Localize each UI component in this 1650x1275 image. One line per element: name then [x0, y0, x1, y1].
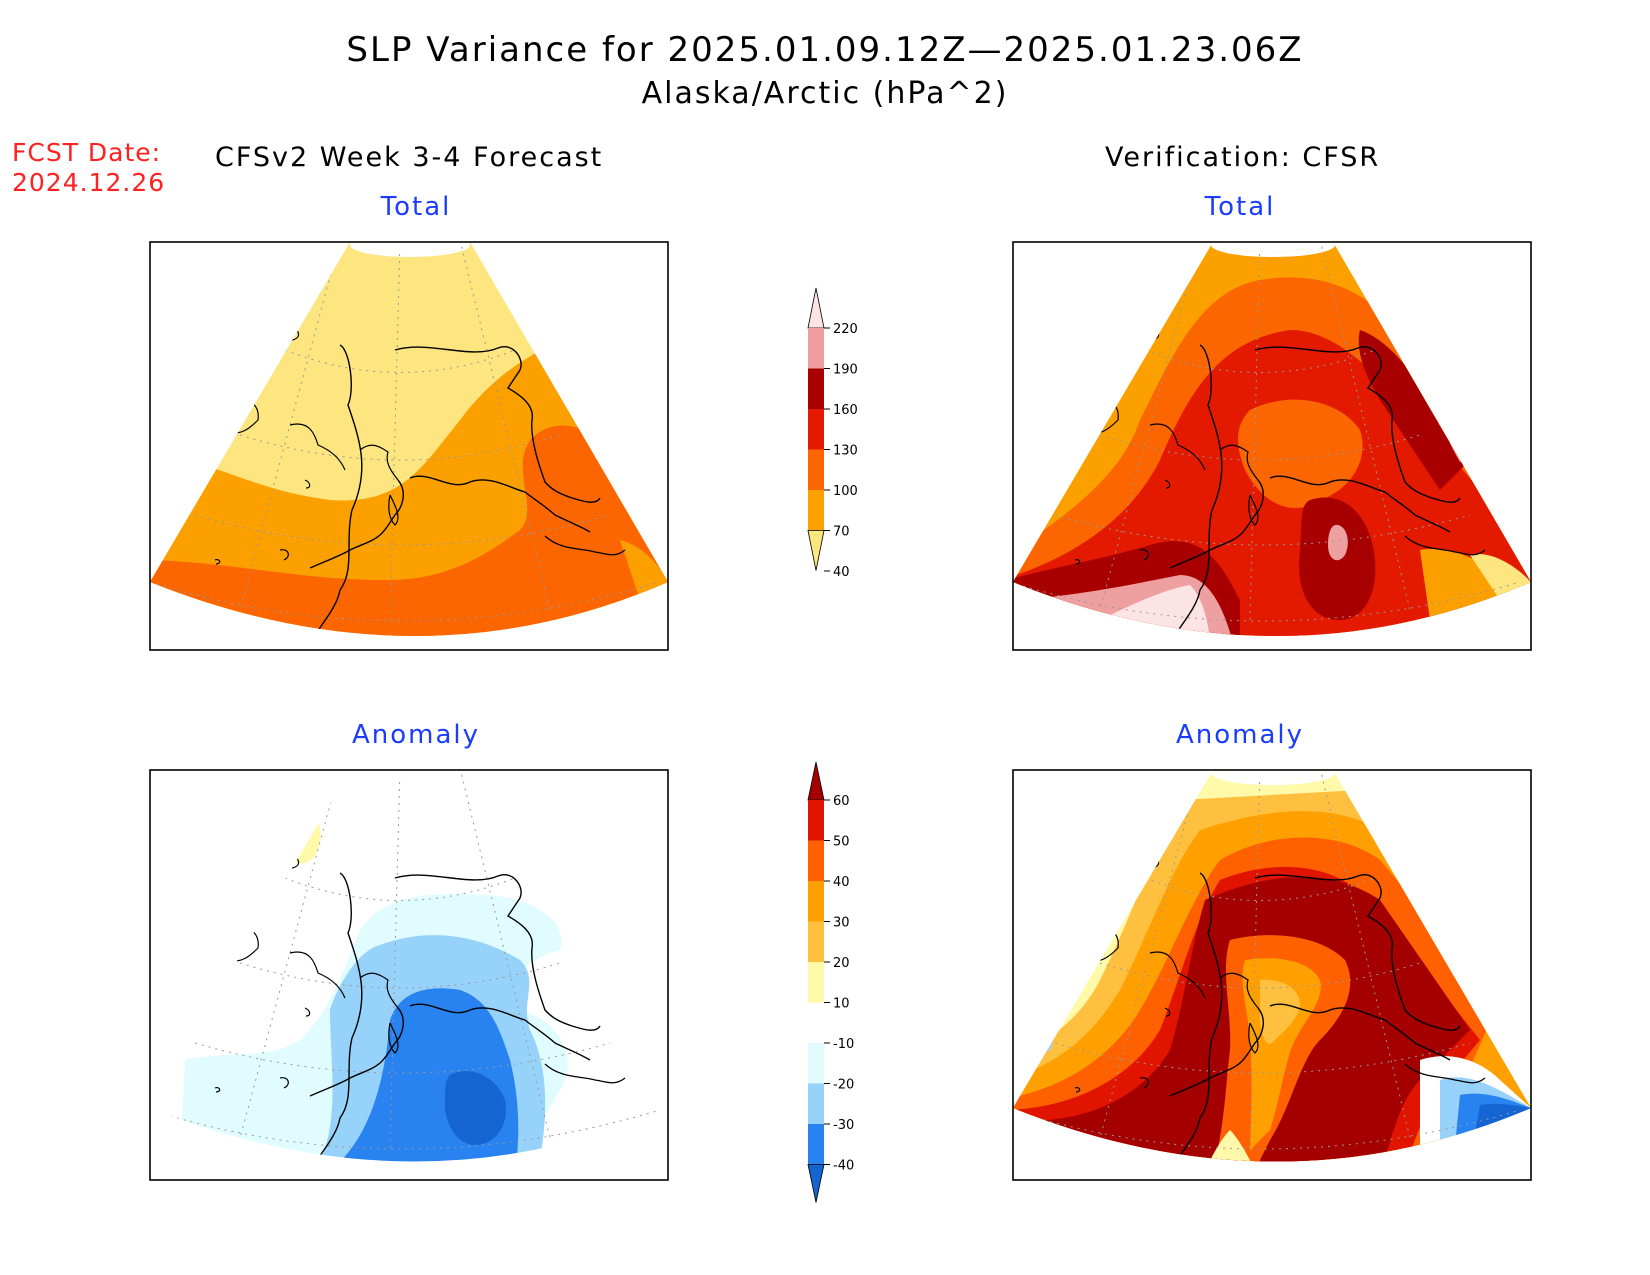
- colorbar-total-segment: [808, 449, 824, 490]
- colorbar-anomaly-segment: [808, 1124, 824, 1165]
- colorbar-anomaly-segment: [808, 1043, 824, 1084]
- panel-title-verification-anomaly: Anomaly: [1175, 720, 1305, 750]
- main-subtitle: Alaska/Arctic (hPa^2): [641, 76, 1009, 111]
- panel-title-forecast-total: Total: [380, 192, 452, 222]
- colorbar-anomaly-segment: [808, 1002, 824, 1043]
- colorbar-anomaly-segment: [808, 800, 824, 841]
- colorbar-anomaly-tick-label: -40: [833, 1159, 854, 1174]
- colorbar-total-tick-label: 130: [833, 444, 858, 459]
- panel-title-forecast-anomaly: Anomaly: [351, 720, 481, 750]
- colorbar-anomaly-tick-label: -30: [833, 1118, 854, 1133]
- main-title: SLP Variance for 2025.01.09.12Z—2025.01.…: [346, 30, 1304, 70]
- colorbar-total-top-arrow: [807, 287, 825, 329]
- panel-frame-verification-anomaly: [1012, 769, 1532, 1181]
- colorbar-anomaly-tick-label: -20: [833, 1078, 854, 1093]
- forecast-date-label: FCST Date:: [12, 138, 162, 167]
- colorbar-anomaly-bottom-arrow: [807, 1164, 825, 1203]
- colorbar-anomaly-tick-label: -10: [833, 1037, 854, 1052]
- map-verification-total: [1012, 241, 1532, 651]
- colorbar-total-bottom-arrow: [807, 530, 825, 571]
- colorbar-total-segment: [808, 328, 824, 369]
- forecast-column-title: CFSv2 Week 3-4 Forecast: [215, 142, 604, 173]
- colorbar-anomaly-tick-label: 20: [833, 956, 850, 971]
- colorbar-total-tick-label: 40: [833, 565, 850, 580]
- panel-frame-verification-total: [1012, 241, 1532, 651]
- colorbar-total-segment: [808, 368, 824, 409]
- map-verification-anomaly: [1012, 769, 1532, 1181]
- colorbar-anomaly-tick-label: 40: [833, 875, 850, 890]
- map-forecast-total: [149, 241, 669, 651]
- colorbar-anomaly-segment: [808, 881, 824, 922]
- panel-title-verification-total: Total: [1204, 192, 1276, 222]
- panel-frame-forecast-total: [149, 241, 669, 651]
- colorbar-anomaly-tick-label: 10: [833, 997, 850, 1012]
- colorbar-anomaly-segment: [808, 1083, 824, 1124]
- colorbar-total-tick-label: 100: [833, 484, 858, 499]
- panel-frame-forecast-anomaly: [149, 769, 669, 1181]
- colorbar-total-tick-label: 220: [833, 322, 858, 337]
- verification-column-title: Verification: CFSR: [1105, 142, 1381, 173]
- colorbar-anomaly-tick-label: 50: [833, 835, 850, 850]
- forecast-date-value: 2024.12.26: [12, 168, 166, 197]
- colorbar-anomaly: 60 50 40 30 20 10 -10 -20 -30 -40: [807, 761, 854, 1203]
- colorbar-total-tick-label: 160: [833, 403, 858, 418]
- colorbar-anomaly-top-arrow: [807, 761, 825, 801]
- colorbar-total-tick-label: 70: [833, 525, 850, 540]
- colorbar-total: 220 190 160 130 100 70 40: [807, 287, 858, 580]
- forecast-date: FCST Date: 2024.12.26: [12, 138, 165, 198]
- colorbar-anomaly-segment: [808, 962, 824, 1003]
- colorbar-anomaly-segment: [808, 921, 824, 962]
- colorbar-anomaly-tick-label: 30: [833, 916, 850, 931]
- map-forecast-anomaly: [149, 769, 669, 1181]
- colorbar-total-segment: [808, 490, 824, 531]
- colorbar-total-segment: [808, 409, 824, 450]
- colorbar-anomaly-tick-label: 60: [833, 794, 850, 809]
- colorbar-anomaly-segment: [808, 840, 824, 881]
- colorbar-total-tick-label: 190: [833, 363, 858, 378]
